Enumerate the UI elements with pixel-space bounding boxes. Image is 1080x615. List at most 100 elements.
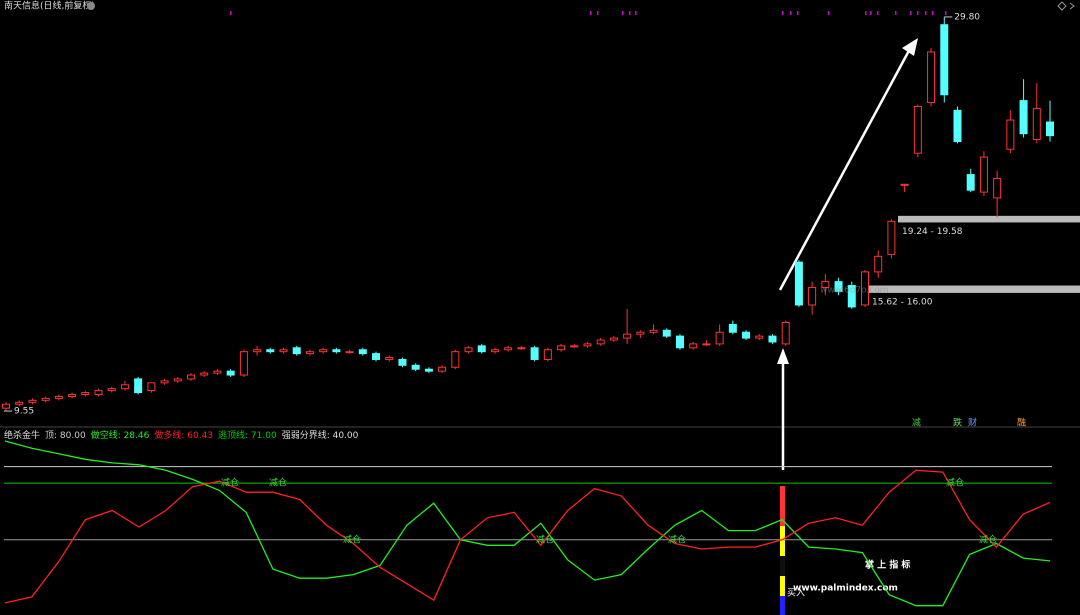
candle-body xyxy=(147,382,156,392)
candle-body xyxy=(160,380,169,384)
candle-body xyxy=(200,372,209,376)
event-tick xyxy=(877,11,879,15)
candle-body xyxy=(464,347,473,353)
candle-body xyxy=(728,323,737,333)
candle-body xyxy=(120,384,129,390)
nav-icon[interactable] xyxy=(1057,1,1067,11)
event-tick xyxy=(910,11,912,15)
event-tick xyxy=(629,11,631,15)
event-tick xyxy=(917,11,919,15)
candle-body xyxy=(398,358,407,366)
signal-bar xyxy=(780,576,785,596)
candle-body xyxy=(372,353,381,360)
candle-body xyxy=(107,388,116,392)
candle-body xyxy=(596,339,605,345)
candle-body xyxy=(41,397,50,401)
arrow-head xyxy=(777,348,789,364)
candle-body xyxy=(1046,121,1054,137)
arrow xyxy=(778,44,914,291)
candle-body xyxy=(345,351,354,354)
legend-item: 强弱分界线: 40.00 xyxy=(281,431,359,441)
candle-body xyxy=(715,331,724,345)
candle-body xyxy=(887,220,896,255)
candle-body xyxy=(54,395,63,399)
candle-body xyxy=(953,109,962,142)
candle-body xyxy=(808,286,817,306)
chart-title: 南天信息(日线,前复权) xyxy=(4,0,95,12)
candle-body xyxy=(68,394,77,397)
candle-body xyxy=(781,321,790,345)
candle-body xyxy=(1032,107,1041,141)
low-label: 9.55 xyxy=(14,407,34,417)
candle-body xyxy=(15,401,24,405)
candle-body xyxy=(583,343,592,347)
candle-body xyxy=(834,281,843,292)
signal-bar xyxy=(780,526,785,556)
buy-label: 买入 xyxy=(787,588,805,599)
watermark: www.6o7o.com xyxy=(820,286,889,296)
candle-body xyxy=(742,331,751,339)
signal-bar xyxy=(780,596,785,615)
candle-body xyxy=(81,392,90,396)
candle-body xyxy=(623,333,632,339)
candle-body xyxy=(226,370,235,376)
candle-body xyxy=(253,349,262,353)
candle-body xyxy=(913,105,922,154)
candle-body xyxy=(557,345,566,351)
candle-body xyxy=(451,351,460,368)
candle-body xyxy=(411,364,420,370)
candle-body xyxy=(940,24,949,96)
signal-marker: 跌 xyxy=(953,418,962,429)
candle-body xyxy=(649,329,658,333)
signal-bar xyxy=(780,556,785,576)
candle-body xyxy=(662,329,671,337)
event-tick xyxy=(590,11,592,15)
cross-label: 减仓 xyxy=(536,534,554,546)
candle-body xyxy=(860,271,869,306)
candle-body xyxy=(2,403,10,409)
price-zone xyxy=(898,215,1080,223)
indicator-line xyxy=(4,469,1051,604)
legend-item: 做多线: 60.43 xyxy=(154,431,214,441)
event-tick xyxy=(895,11,897,15)
candle-body xyxy=(609,337,618,341)
signal-bar xyxy=(780,486,785,526)
candle-body xyxy=(1006,119,1015,150)
signal-marker: 财 xyxy=(968,417,977,429)
candle-body xyxy=(794,261,803,306)
candle-body xyxy=(927,51,936,104)
event-tick xyxy=(828,11,830,15)
event-tick xyxy=(797,11,799,15)
high-label: 29.80 xyxy=(954,12,980,22)
arrow-head xyxy=(902,38,918,56)
watermark: 掌 上 指 标 xyxy=(865,559,910,571)
cross-label: 减仓 xyxy=(668,534,686,546)
cross-label: 减仓 xyxy=(979,534,997,546)
signal-marker: 减 xyxy=(912,417,921,429)
watermark: www.palmindex.com xyxy=(793,584,898,594)
candle-body xyxy=(768,335,777,343)
candle-body xyxy=(993,177,1002,199)
candle-body xyxy=(1019,100,1028,135)
title-button[interactable] xyxy=(87,2,95,10)
candle-body xyxy=(543,349,552,360)
candle-body xyxy=(332,349,341,353)
cross-label: 减仓 xyxy=(269,477,287,489)
candle-body xyxy=(292,347,301,355)
candle-body xyxy=(424,368,433,372)
cross-label: 减仓 xyxy=(343,534,361,546)
candle-body xyxy=(477,345,486,353)
candle-body xyxy=(279,349,288,353)
cross-label: 减仓 xyxy=(221,477,239,489)
candle-body xyxy=(266,349,275,353)
nav-icon[interactable] xyxy=(1069,2,1075,10)
event-tick xyxy=(865,11,867,15)
candle-body xyxy=(979,156,988,193)
candle-body xyxy=(755,335,764,339)
candle-body xyxy=(517,347,526,350)
candle-body xyxy=(966,174,975,191)
candle-body xyxy=(134,378,143,394)
candle-body xyxy=(675,335,684,349)
price-zone xyxy=(868,285,1080,293)
candle-body xyxy=(490,349,499,353)
